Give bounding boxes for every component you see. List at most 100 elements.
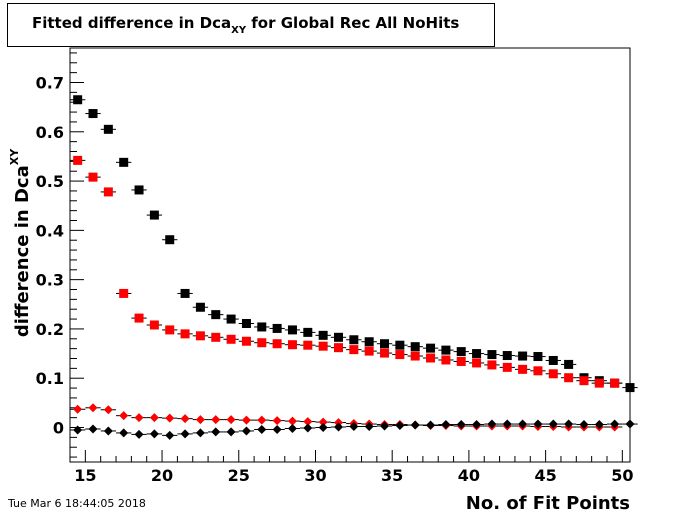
data-point-square <box>426 343 436 353</box>
data-point-square <box>502 362 512 372</box>
y-tick-label: 0.1 <box>36 369 64 388</box>
data-point-square <box>257 322 267 332</box>
data-point-diamond <box>211 415 221 425</box>
data-point-square <box>165 235 175 245</box>
data-point-square <box>226 314 236 324</box>
data-point-square <box>303 340 313 350</box>
x-tick-label: 15 <box>74 466 96 485</box>
data-point-square <box>211 310 221 320</box>
data-point-square <box>533 366 543 376</box>
data-point-diamond <box>318 423 328 432</box>
data-point-square <box>426 353 436 363</box>
data-point-diamond <box>349 422 359 432</box>
data-point-square <box>594 378 604 388</box>
data-point-square <box>472 358 482 368</box>
data-point-diamond <box>165 413 175 423</box>
series-2 <box>70 155 623 388</box>
data-point-diamond <box>333 422 343 432</box>
data-point-square <box>257 338 267 348</box>
data-point-diamond <box>426 420 436 430</box>
data-point-square <box>149 320 159 330</box>
data-point-diamond <box>303 423 313 433</box>
data-point-square <box>73 155 83 165</box>
data-point-diamond <box>472 420 482 430</box>
data-point-square <box>180 288 190 298</box>
data-point-diamond <box>73 404 83 414</box>
data-point-diamond <box>380 421 390 431</box>
data-point-square <box>88 109 98 119</box>
data-point-diamond <box>165 430 175 440</box>
data-point-square <box>502 351 512 361</box>
x-tick-label: 40 <box>458 466 480 485</box>
data-point-square <box>410 351 420 361</box>
chart-title: Fitted difference in DcaXY for Global Re… <box>32 14 460 36</box>
data-point-diamond <box>318 417 328 427</box>
data-point-square <box>287 325 297 335</box>
data-point-square <box>180 329 190 339</box>
data-point-square <box>380 339 390 349</box>
data-point-diamond <box>364 422 374 432</box>
y-tick-label: 0.6 <box>36 123 64 142</box>
data-markers <box>70 95 638 440</box>
data-point-diamond <box>287 416 297 426</box>
axis-ticks <box>69 52 623 462</box>
data-point-diamond <box>548 419 558 429</box>
data-point-diamond <box>195 415 205 425</box>
chart-title-box: Fitted difference in DcaXY for Global Re… <box>7 3 495 47</box>
data-point-diamond <box>257 424 267 434</box>
data-point-square <box>456 356 466 366</box>
data-point-diamond <box>487 419 497 429</box>
data-point-square <box>487 350 497 360</box>
y-axis-title-subscript: XY <box>8 148 21 165</box>
y-tick-label: 0.7 <box>36 74 64 93</box>
data-point-diamond <box>195 428 205 438</box>
data-point-square <box>456 347 466 357</box>
data-point-diamond <box>149 429 159 439</box>
data-point-diamond <box>149 413 159 423</box>
data-point-diamond <box>241 426 251 436</box>
data-point-square <box>380 348 390 358</box>
data-point-square <box>303 327 313 337</box>
x-tick-label: 25 <box>228 466 250 485</box>
data-point-diamond <box>241 415 251 425</box>
data-point-diamond <box>180 414 190 424</box>
data-point-diamond <box>119 411 129 421</box>
data-point-diamond <box>134 429 144 439</box>
x-tick-label: 35 <box>381 466 403 485</box>
data-point-square <box>119 288 129 298</box>
y-axis-title: difference in Dca <box>12 165 33 337</box>
data-point-diamond <box>303 417 313 427</box>
data-point-diamond <box>103 426 113 436</box>
x-tick-label: 50 <box>611 466 633 485</box>
data-point-square <box>73 95 83 105</box>
data-point-diamond <box>73 425 83 435</box>
plot-frame <box>69 47 631 463</box>
series-4 <box>70 419 638 440</box>
x-tick-label: 20 <box>151 466 173 485</box>
data-point-square <box>226 334 236 344</box>
data-point-diamond <box>502 419 512 429</box>
data-point-diamond <box>257 415 267 425</box>
data-point-diamond <box>594 420 604 430</box>
data-point-diamond <box>564 419 574 429</box>
data-point-square <box>364 337 374 347</box>
data-point-diamond <box>518 419 528 429</box>
data-point-diamond <box>579 420 589 430</box>
data-point-square <box>195 331 205 341</box>
data-point-square <box>564 359 574 369</box>
data-point-diamond <box>88 403 98 413</box>
y-tick-label: 0.2 <box>36 320 64 339</box>
data-point-square <box>272 323 282 333</box>
svg-text:difference in DcaXY: difference in DcaXY <box>8 148 33 337</box>
chart-title-suffix: for Global Rec All NoHits <box>246 14 460 32</box>
data-point-diamond <box>441 420 451 430</box>
data-point-square <box>134 185 144 195</box>
data-point-square <box>103 187 113 197</box>
y-tick-label: 0.3 <box>36 271 64 290</box>
data-point-square <box>533 352 543 362</box>
data-point-square <box>441 355 451 365</box>
data-point-square <box>472 349 482 359</box>
data-point-square <box>564 373 574 383</box>
chart-title-main: Fitted difference in Dca <box>32 14 232 32</box>
x-axis-title: No. of Fit Points <box>466 493 630 514</box>
